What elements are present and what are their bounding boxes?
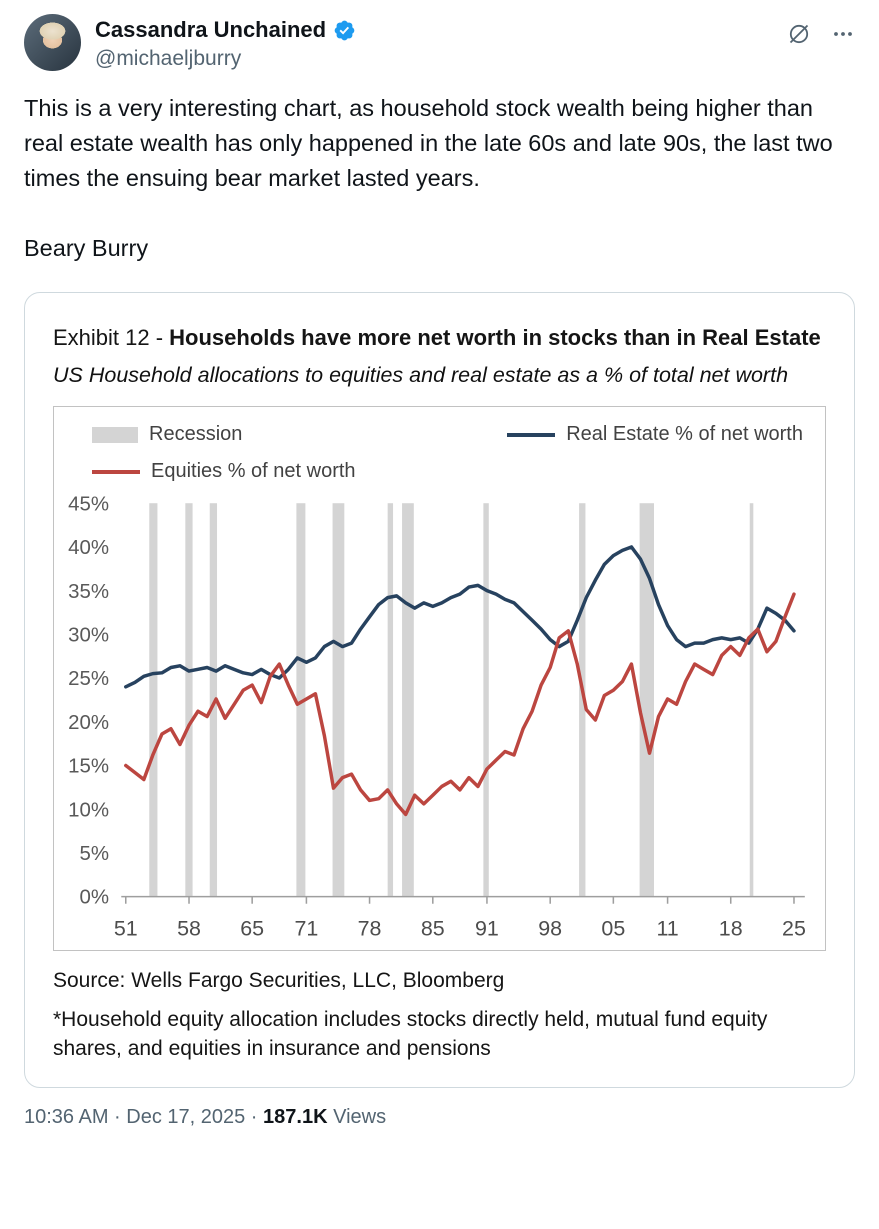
chart-legend: Recession Real Estate % of net worth Equ… (62, 423, 813, 483)
svg-text:5%: 5% (79, 843, 109, 865)
svg-text:11: 11 (656, 916, 678, 940)
legend-item-equities: Equities % of net worth (92, 460, 356, 483)
line-chart: 45% 40% 35% 30% 25% 20% 15% 10% 5% 0%51 58 65 71 78 85… (68, 493, 806, 940)
header-actions (787, 22, 855, 46)
svg-text:45%: 45% (68, 493, 109, 515)
legend-label: Real Estate % of net worth (566, 423, 803, 445)
legend-item-real-estate: Real Estate % of net worth (507, 423, 803, 446)
exhibit-title: Exhibit 12 - Households have more net wo… (53, 323, 826, 353)
chart-attachment-card[interactable]: Exhibit 12 - Households have more net wo… (24, 292, 855, 1088)
exhibit-subtitle: US Household allocations to equities and… (53, 363, 789, 387)
svg-text:78: 78 (358, 916, 382, 940)
tweet-paragraph: Beary Burry (24, 235, 149, 261)
real-estate-line-swatch (507, 432, 556, 437)
svg-text:15%: 15% (68, 756, 109, 778)
tweet-paragraph: This is a very interesting chart, as hou… (24, 95, 833, 191)
exhibit-title-prefix: Exhibit 12 - (53, 325, 170, 350)
svg-text:10%: 10% (68, 799, 109, 821)
tweet-footer: 10:36 AM · Dec 17, 2025 · 187.1K Views (0, 1088, 879, 1129)
svg-text:71: 71 (294, 916, 318, 940)
svg-text:91: 91 (475, 916, 499, 940)
tweet-post: Cassandra Unchained @michaeljburry (24, 14, 855, 1088)
svg-text:05: 05 (601, 916, 625, 940)
svg-text:40%: 40% (68, 537, 109, 559)
svg-text:98: 98 (538, 916, 562, 940)
equities-line-swatch (92, 469, 140, 474)
svg-text:85: 85 (421, 916, 445, 940)
recession-swatch (92, 426, 138, 443)
verified-badge-icon (333, 19, 356, 42)
legend-label: Recession (149, 423, 243, 445)
svg-text:18: 18 (719, 916, 743, 940)
tweet-header: Cassandra Unchained @michaeljburry (24, 14, 855, 71)
svg-text:0%: 0% (79, 887, 109, 909)
svg-text:25: 25 (782, 916, 806, 940)
exhibit-title-bold: Households have more net worth in stocks… (169, 325, 821, 350)
legend-label: Equities % of net worth (151, 460, 356, 482)
display-name[interactable]: Cassandra Unchained (95, 17, 327, 42)
svg-text:35%: 35% (68, 581, 109, 603)
avatar[interactable] (24, 14, 81, 71)
more-options-icon[interactable] (831, 22, 855, 46)
svg-text:30%: 30% (68, 624, 109, 646)
svg-text:25%: 25% (68, 668, 109, 690)
grok-actions-icon[interactable] (787, 22, 811, 46)
views-count: 187.1K (263, 1105, 328, 1128)
svg-text:20%: 20% (68, 712, 109, 734)
chart-frame: Recession Real Estate % of net worth Equ… (53, 406, 826, 951)
timestamp[interactable]: 10:36 AM · Dec 17, 2025 · (24, 1105, 264, 1128)
chart-source: Source: Wells Fargo Securities, LLC, Blo… (53, 968, 505, 992)
chart-footnote: *Household equity allocation includes st… (53, 1007, 768, 1060)
tweet-text: This is a very interesting chart, as hou… (24, 91, 855, 266)
svg-text:51: 51 (114, 916, 138, 940)
svg-text:58: 58 (177, 916, 201, 940)
author-block: Cassandra Unchained @michaeljburry (95, 14, 787, 71)
user-handle[interactable]: @michaeljburry (95, 47, 242, 70)
legend-item-recession: Recession (92, 423, 242, 446)
views-label: Views (327, 1105, 387, 1128)
svg-text:65: 65 (240, 916, 264, 940)
